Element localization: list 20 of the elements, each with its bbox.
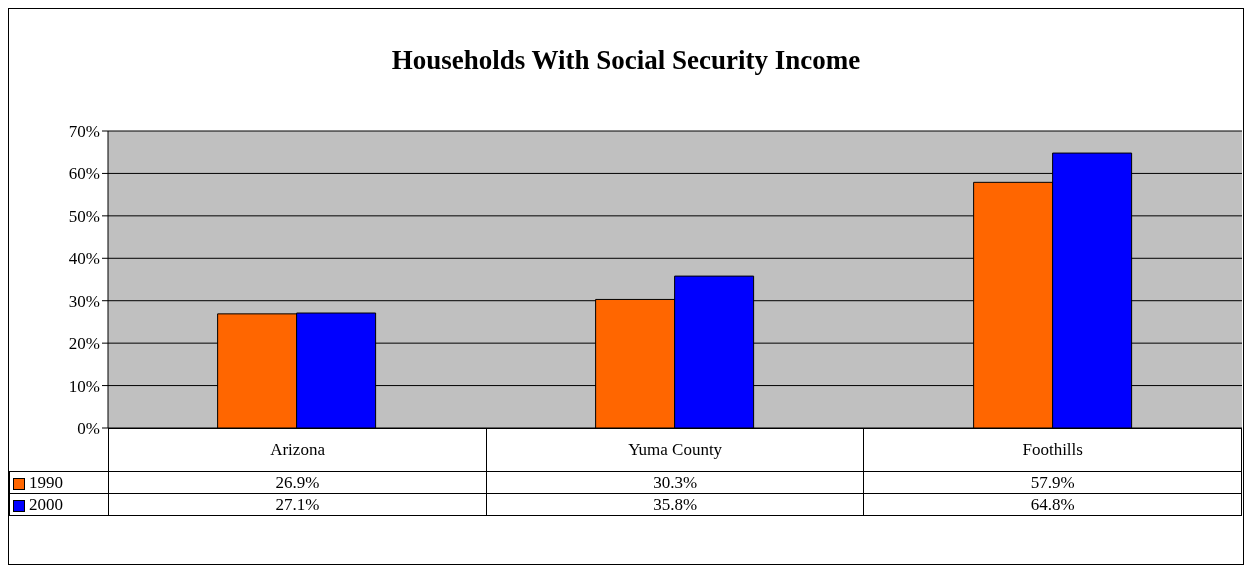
x-tick-label: Yuma County [486,428,864,472]
legend-label: 2000 [9,493,109,516]
y-tick-label: 70% [68,122,100,142]
y-tick-label: 30% [68,291,100,311]
y-tick-label: 50% [68,206,100,226]
data-label: 30.3% [486,471,864,494]
chart-title: Households With Social Security Income [390,43,862,77]
y-tick-label: 60% [68,164,100,184]
x-tick-label: Arizona [108,428,487,472]
y-tick-label: 10% [68,376,100,396]
y-tick-label: 20% [68,334,100,354]
legend-label: 1990 [9,471,109,494]
data-label: 27.1% [108,493,487,516]
y-tick-label: 0% [77,419,100,439]
data-label: 26.9% [108,471,487,494]
y-tick-label: 40% [68,249,100,269]
data-label: 57.9% [863,471,1242,494]
x-tick-label: Foothills [863,428,1242,472]
data-label: 64.8% [863,493,1242,516]
data-label: 35.8% [486,493,864,516]
